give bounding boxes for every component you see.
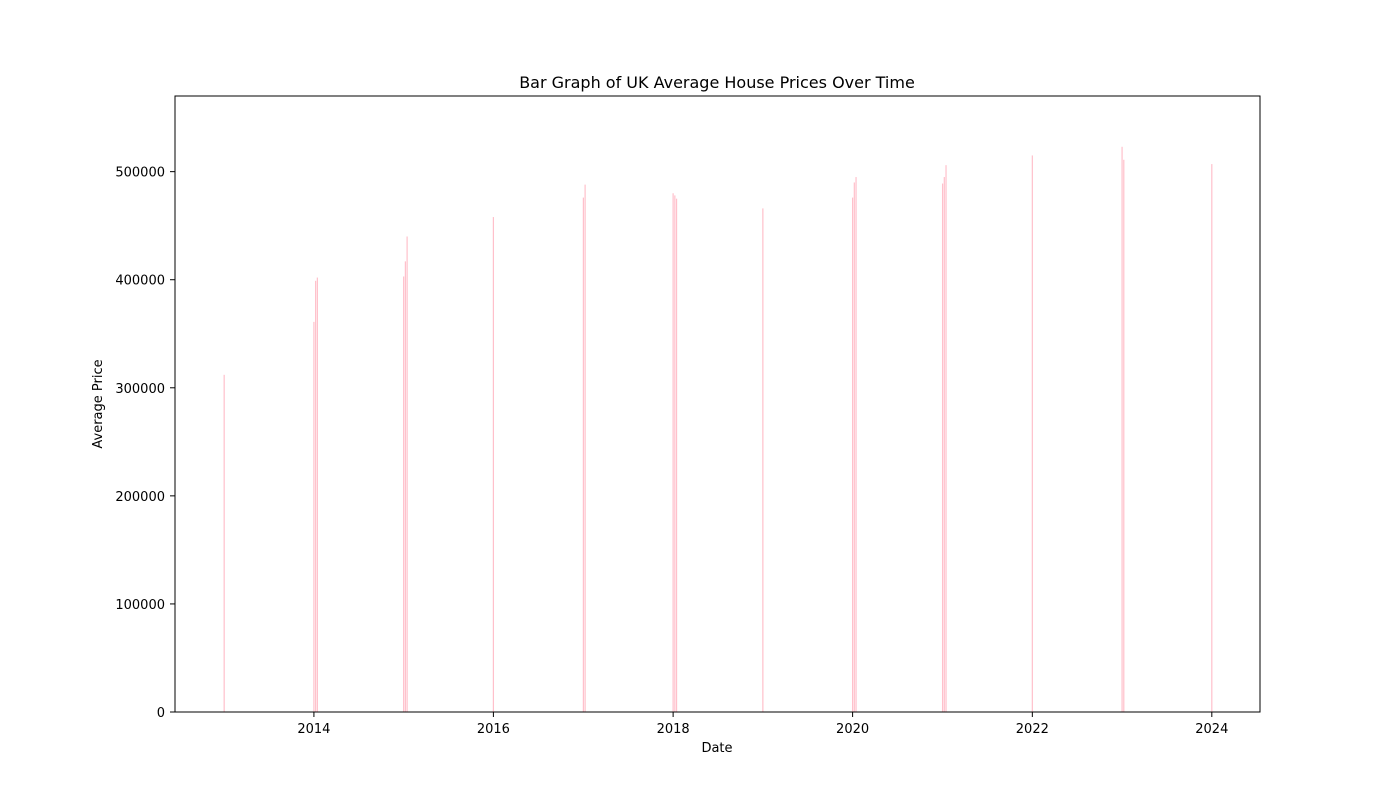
x-axis: 2014 2016 2018 2020 2022 2024 xyxy=(297,712,1228,737)
bar xyxy=(1211,164,1213,712)
bar xyxy=(945,165,947,712)
bar xyxy=(315,280,317,712)
bar xyxy=(762,208,764,712)
bar xyxy=(675,198,678,713)
bar xyxy=(492,217,494,713)
bar xyxy=(584,184,586,712)
bar xyxy=(582,197,584,713)
bar xyxy=(672,193,674,712)
x-axis-label: Date xyxy=(701,741,732,756)
y-tick-label: 200000 xyxy=(115,490,165,505)
bar xyxy=(943,177,945,713)
y-tick-label: 500000 xyxy=(115,166,165,181)
bar xyxy=(223,374,225,712)
bar xyxy=(941,183,944,713)
bar xyxy=(1121,146,1123,713)
x-tick-label: 2024 xyxy=(1195,722,1228,737)
x-tick-label: 2016 xyxy=(477,722,510,737)
y-axis-label: Average Price xyxy=(91,359,106,448)
y-axis: 0 100000 200000 300000 400000 500000 xyxy=(115,166,175,721)
bar xyxy=(313,321,315,712)
bar-series xyxy=(223,146,1213,713)
bar xyxy=(403,276,405,712)
bar xyxy=(1123,159,1125,712)
y-tick-label: 300000 xyxy=(115,382,165,397)
y-tick-label: 400000 xyxy=(115,274,165,289)
bar xyxy=(404,261,406,712)
bar xyxy=(853,182,855,712)
bar xyxy=(406,236,408,713)
x-tick-label: 2022 xyxy=(1016,722,1049,737)
x-tick-label: 2018 xyxy=(657,722,690,737)
y-tick-label: 100000 xyxy=(115,598,165,613)
bar xyxy=(316,277,318,712)
chart-title: Bar Graph of UK Average House Prices Ove… xyxy=(519,73,915,92)
x-tick-label: 2014 xyxy=(297,722,330,737)
y-tick-label: 0 xyxy=(157,706,165,721)
bar xyxy=(855,177,857,713)
bar xyxy=(674,195,676,713)
x-tick-label: 2020 xyxy=(836,722,869,737)
bar xyxy=(1031,155,1033,712)
plot-area-frame xyxy=(174,95,1261,713)
bar xyxy=(852,197,854,713)
